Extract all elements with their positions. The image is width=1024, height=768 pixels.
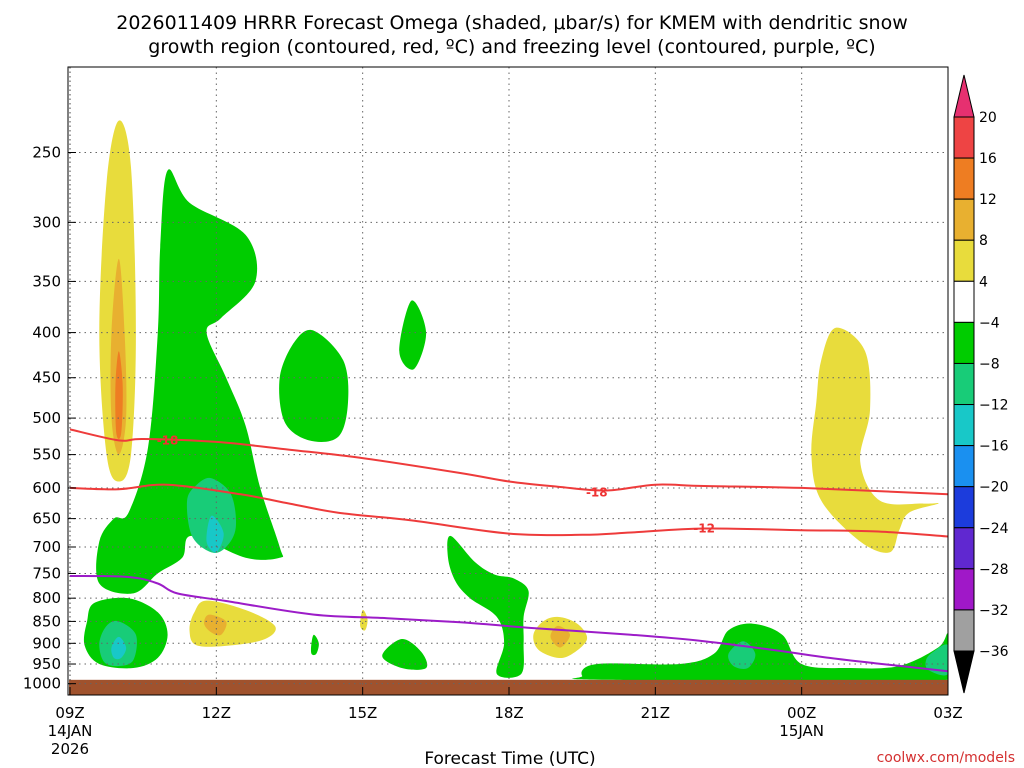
omega-shade-region [111, 636, 127, 660]
colorbar-swatch [953, 445, 975, 488]
colorbar-swatch [953, 280, 975, 323]
omega-shade-region [310, 634, 319, 656]
dendritic-contour-line [69, 428, 948, 496]
y-tick-label: 950 [32, 655, 61, 673]
colorbar-label: 4 [979, 274, 988, 290]
colorbar-top-triangle [953, 74, 975, 118]
chart-title-line1: 2026011409 HRRR Forecast Omega (shaded, … [116, 12, 908, 34]
y-tick-label: 1000 [23, 675, 61, 693]
colorbar-swatch [953, 239, 975, 282]
x-tick-label: 15Z [348, 704, 377, 722]
grid-layer [68, 67, 948, 695]
colorbar-label: 12 [979, 192, 997, 208]
contour-label: -18 [157, 433, 179, 447]
plot-frame [67, 66, 949, 696]
colorbar-bottom-triangle [953, 650, 975, 694]
colorbar-swatch [953, 198, 975, 241]
colorbar-swatch [953, 609, 975, 652]
omega-shade-region [279, 329, 349, 443]
y-tick-label: 500 [32, 409, 61, 427]
omega-shade-region [204, 614, 227, 636]
dendritic-contour-line [69, 483, 948, 538]
x-tick-label: 03Z [933, 704, 962, 722]
x-tick-label: 09Z [55, 704, 84, 722]
colorbar-swatch [953, 157, 975, 200]
colorbar-label: −12 [979, 398, 1009, 414]
omega-shade-region [115, 351, 123, 439]
y-tick-label: 900 [32, 634, 61, 652]
colorbar-swatch [953, 404, 975, 447]
colorbar-swatch [953, 568, 975, 611]
x-tick-label: 12Z [202, 704, 231, 722]
y-tick-label: 350 [32, 272, 61, 290]
contour-label: -12 [693, 522, 715, 536]
y-tick-label: 700 [32, 538, 61, 556]
omega-shade-region [811, 327, 939, 553]
colorbar-label: −16 [979, 439, 1009, 455]
y-tick-label: 600 [32, 479, 61, 497]
omega-shade-region [550, 625, 571, 648]
omega-shade-region [206, 515, 224, 553]
omega-shade-region [447, 535, 529, 678]
contour-label: -18 [586, 485, 608, 499]
y-axis: 250 300 350 400 450 500 550 600 650 700 750 800 850 9… [23, 143, 76, 693]
y-tick-label: 650 [32, 510, 61, 528]
omega-shade-region [186, 477, 237, 553]
y-tick-label: 400 [32, 324, 61, 342]
colorbar-label: 8 [979, 233, 988, 249]
credit-link[interactable]: coolwx.com/models [877, 750, 1015, 766]
omega-shade-region [571, 623, 948, 684]
y-tick-label: 800 [32, 589, 61, 607]
colorbar-label: 16 [979, 151, 997, 167]
y-tick-label: 250 [32, 143, 61, 161]
chart-title-line2: growth region (contoured, red, ºC) and f… [148, 36, 875, 58]
omega-shade-region [360, 609, 368, 631]
x-tick-label: 18Z [494, 704, 523, 722]
colorbar-swatch [953, 362, 975, 406]
colorbar-label: −36 [979, 644, 1009, 660]
y-tick-label: 850 [32, 612, 61, 630]
colorbar-label: −20 [979, 480, 1009, 496]
omega-shade-region [189, 600, 276, 647]
y-tick-label: 450 [32, 369, 61, 387]
y-tick-label: 300 [32, 213, 61, 231]
colorbar-swatch [953, 321, 975, 364]
x-tick-label: 00Z [787, 704, 816, 722]
x-axis-label: Forecast Time (UTC) [424, 749, 595, 768]
colorbar-label: 20 [979, 110, 997, 126]
contour-layer: -18 -18 -12 [69, 428, 948, 673]
colorbar: 20 16 12 8 4 −4 −8 −12 −16 −20 −24 −28 −32 −36 [953, 74, 1009, 694]
colorbar-label: −28 [979, 562, 1009, 578]
freezing-level-line [69, 575, 948, 673]
omega-shade-region [96, 169, 284, 594]
x-year-label: 2026 [51, 740, 89, 758]
omega-shading-layer [83, 120, 948, 684]
colorbar-label: −32 [979, 603, 1009, 619]
colorbar-label: −8 [979, 356, 1000, 372]
x-tick-label: 21Z [641, 704, 670, 722]
omega-shade-region [399, 300, 427, 370]
colorbar-swatch [953, 527, 975, 570]
x-date-label: 15JAN [779, 722, 824, 740]
y-tick-label: 550 [32, 446, 61, 464]
omega-shade-region [382, 638, 428, 670]
colorbar-label: −4 [979, 315, 1000, 331]
y-tick-label: 750 [32, 564, 61, 582]
omega-shade-region [925, 644, 948, 676]
colorbar-label: −24 [979, 521, 1009, 537]
colorbar-swatch [953, 486, 975, 529]
colorbar-swatch [953, 116, 975, 159]
x-date-label: 14JAN [48, 722, 93, 740]
omega-shade-region [728, 641, 756, 669]
